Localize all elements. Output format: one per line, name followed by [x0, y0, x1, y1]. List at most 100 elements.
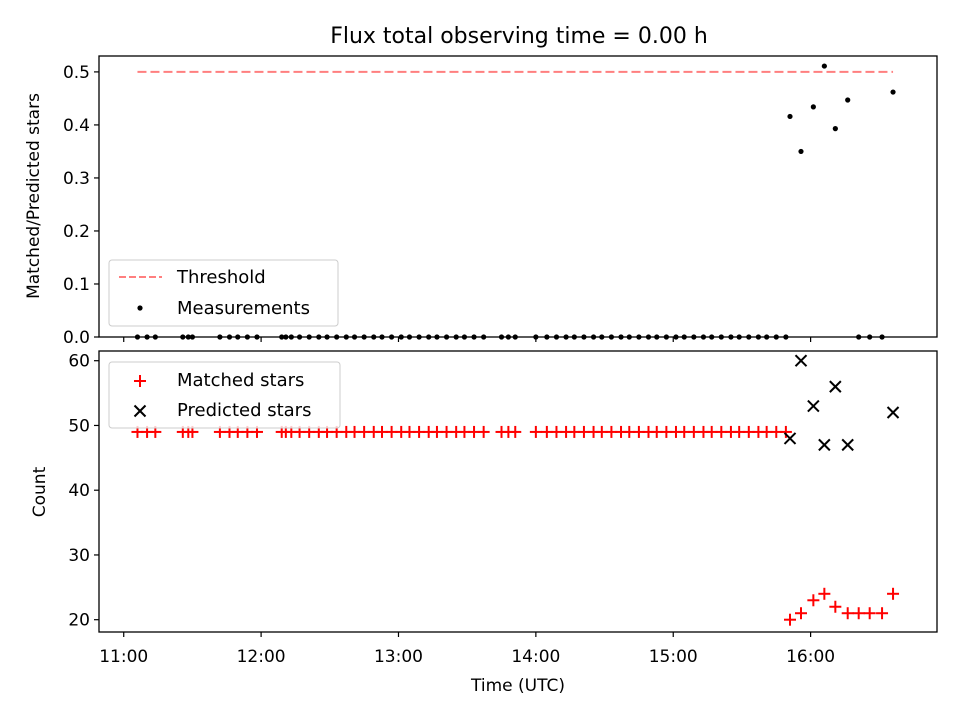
x-tick-label: 12:00	[237, 647, 286, 667]
x-tick-label: 16:00	[786, 647, 835, 667]
measurement-point	[709, 334, 715, 340]
measurement-point	[324, 334, 330, 340]
matched-stars-point	[779, 425, 792, 438]
ratio-marks	[134, 63, 896, 340]
measurement-point	[426, 334, 432, 340]
measurement-point	[746, 334, 752, 340]
measurement-point	[443, 334, 450, 340]
measurement-point	[764, 334, 770, 340]
x-axis-label: Time (UTC)	[470, 676, 565, 696]
count-legend-frame	[108, 361, 341, 429]
measurement-point	[398, 334, 404, 340]
measurement-point	[498, 334, 505, 340]
measurement-point	[691, 334, 697, 340]
matched-legend-swatch	[134, 375, 146, 387]
count-y-tick-label: 50	[68, 416, 90, 436]
predicted-stars-point-b	[886, 406, 900, 419]
measurement-point	[571, 334, 577, 340]
predicted-stars-point-b	[829, 380, 842, 393]
measurement-point	[728, 334, 734, 340]
measurement-point	[152, 334, 158, 340]
measurement-point	[288, 334, 294, 340]
predicted-stars-point	[818, 438, 831, 452]
measurement-point	[279, 334, 285, 340]
measurement-point	[553, 334, 560, 340]
count-y-tick-label: 20	[68, 611, 90, 631]
measurement-point	[673, 334, 679, 340]
matched-stars-point	[818, 587, 831, 600]
predicted-stars-point	[886, 406, 900, 419]
count-y-tick-label: 60	[68, 352, 90, 372]
measurement-point	[296, 334, 303, 340]
ratio-y-tick-label: 0.0	[63, 328, 90, 348]
predicted-legend-label: Predicted stars	[177, 400, 311, 421]
measurement-point	[681, 334, 687, 340]
count-marks	[131, 354, 900, 626]
ratio-y-tick-label: 0.5	[63, 63, 90, 83]
measurement-point	[736, 334, 742, 340]
measurement-point	[316, 334, 322, 340]
ratio-y-tick-label: 0.1	[63, 275, 90, 295]
predicted-stars-point-b	[818, 438, 831, 452]
matched-stars-point	[852, 607, 865, 620]
measurement-point	[254, 334, 260, 340]
measurement-point	[832, 126, 838, 132]
measurement-point	[798, 148, 804, 155]
measurement-point	[244, 334, 250, 340]
measurement-point	[867, 334, 873, 340]
measurement-point	[845, 97, 851, 103]
measurement-point	[235, 334, 241, 340]
count-y-tick-label: 30	[68, 546, 90, 566]
count-y-ticks: 20 30 40 50 60	[68, 352, 99, 631]
predicted-stars-point	[841, 438, 854, 452]
predicted-stars-point	[807, 399, 820, 413]
ratio-y-tick-label: 0.4	[63, 116, 90, 136]
matched-stars-point	[863, 607, 876, 620]
measurement-point	[533, 334, 539, 340]
ratio-y-axis-label: Matched/Predicted stars	[24, 93, 44, 299]
predicted-stars-point	[794, 354, 808, 367]
matched-stars-point	[841, 607, 854, 620]
matched-stars-point	[807, 594, 820, 607]
measurement-point	[544, 334, 550, 340]
measurement-point	[663, 334, 669, 340]
measurement-point	[144, 334, 150, 340]
measurement-point	[581, 334, 587, 340]
measurement-point	[361, 334, 367, 340]
count-panel: Count 20 30 40 50 60 11:00 12:00 13:00 14:00 15:…	[30, 350, 938, 667]
count-y-axis-label-text: Count	[30, 466, 50, 517]
count-plot-area	[98, 350, 938, 633]
measurement-point	[636, 334, 642, 340]
measurement-point	[134, 334, 141, 340]
predicted-stars-point-b	[794, 354, 808, 367]
measurement-point	[343, 334, 349, 340]
x-tick-label: 11:00	[99, 647, 148, 667]
predicted-legend-swatch	[133, 404, 147, 418]
predicted-stars-point-b	[783, 432, 797, 445]
predicted-stars-point-b	[807, 399, 820, 413]
measurement-point	[334, 334, 340, 340]
count-x-ticks: 11:00 12:00 13:00 14:00 15:00 16:00	[99, 632, 835, 667]
measurement-point	[590, 334, 597, 340]
matched-stars-point	[876, 607, 889, 620]
measurement-point	[217, 334, 223, 340]
measurement-point	[890, 89, 896, 95]
matched-stars-point	[829, 600, 842, 613]
measurement-point	[810, 104, 816, 110]
count-legend: Matched stars Predicted stars	[108, 361, 341, 429]
ratio-y-tick-label: 0.3	[63, 169, 90, 189]
measurement-point	[283, 334, 289, 340]
measurement-point	[783, 334, 789, 340]
measurement-point	[461, 334, 468, 340]
measurement-point	[406, 334, 413, 340]
predicted-stars-point	[829, 380, 842, 393]
measurement-point	[389, 334, 395, 340]
measurement-point	[856, 334, 862, 340]
matched-stars-point	[529, 425, 542, 438]
measurement-point	[700, 334, 707, 340]
measurement-point	[434, 334, 440, 340]
ratio-x-ticks	[123, 337, 812, 342]
predicted-stars-point-b	[841, 438, 854, 452]
measurement-point	[351, 334, 358, 340]
matched-stars-point	[509, 425, 522, 438]
